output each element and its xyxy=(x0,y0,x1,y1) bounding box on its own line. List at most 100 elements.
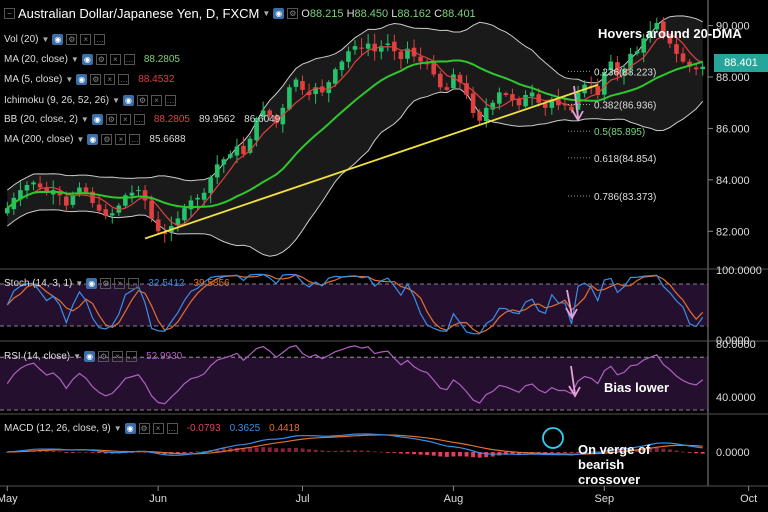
close-icon[interactable]: × xyxy=(109,54,121,65)
close-icon[interactable]: × xyxy=(150,95,162,106)
annotation-bias: Bias lower xyxy=(604,380,670,395)
macd-histogram-bar xyxy=(444,452,449,457)
settings-icon[interactable]: ⚙ xyxy=(101,134,113,145)
macd-histogram-bar xyxy=(339,450,344,452)
candle-body xyxy=(221,159,227,165)
more-icon[interactable]: … xyxy=(128,278,140,289)
chevron-down-icon[interactable]: ▼ xyxy=(113,424,122,433)
eye-icon[interactable]: ◉ xyxy=(81,54,93,65)
fib-label: 0.786(83.373) xyxy=(594,192,656,203)
eye-icon[interactable]: ◉ xyxy=(273,8,285,19)
macd-histogram-bar xyxy=(261,447,266,452)
macd-histogram-bar xyxy=(431,452,436,456)
close-icon[interactable]: × xyxy=(119,114,131,125)
macd-histogram-bar xyxy=(129,452,134,453)
macd-histogram-bar xyxy=(648,448,653,452)
close-icon[interactable]: × xyxy=(152,423,164,434)
chevron-down-icon[interactable]: ▼ xyxy=(112,96,120,105)
settings-icon[interactable]: ⚙ xyxy=(138,423,150,434)
more-icon[interactable]: … xyxy=(129,134,141,145)
close-icon[interactable]: × xyxy=(114,278,126,289)
candle-body xyxy=(313,87,318,95)
settings-icon[interactable]: ⚙ xyxy=(105,114,117,125)
macd-histogram-bar xyxy=(202,450,207,452)
macd-histogram-bar xyxy=(241,448,246,452)
settings-icon[interactable]: ⚙ xyxy=(95,54,107,65)
eye-icon[interactable]: ◉ xyxy=(86,278,98,289)
eye-icon[interactable]: ◉ xyxy=(76,74,88,85)
candle-body xyxy=(549,100,555,108)
arrow-down-icon xyxy=(565,289,578,320)
candle-body xyxy=(569,106,574,111)
macd-histogram-bar xyxy=(267,447,272,452)
eye-icon[interactable]: ◉ xyxy=(91,114,103,125)
candle-body xyxy=(628,53,633,69)
chevron-down-icon[interactable]: ▼ xyxy=(65,75,74,84)
chevron-down-icon[interactable]: ▼ xyxy=(262,9,271,18)
indicator-value: 85.6688 xyxy=(149,134,186,145)
close-icon[interactable]: × xyxy=(104,74,116,85)
more-icon[interactable]: … xyxy=(166,423,178,434)
eye-icon[interactable]: ◉ xyxy=(84,351,96,362)
settings-icon[interactable]: ⚙ xyxy=(287,8,299,19)
macd-histogram-bar xyxy=(543,452,548,454)
chevron-down-icon[interactable]: ▼ xyxy=(80,115,89,124)
macd-histogram-bar xyxy=(57,451,62,453)
candle-body xyxy=(241,145,246,155)
macd-histogram-bar xyxy=(103,452,108,454)
more-icon[interactable]: … xyxy=(126,351,138,362)
chevron-down-icon[interactable]: ▼ xyxy=(73,352,82,361)
macd-histogram-bar xyxy=(97,452,102,453)
macd-histogram-bar xyxy=(576,452,581,453)
more-icon[interactable]: … xyxy=(133,114,145,125)
annotation-macd: On verge of bearish crossover xyxy=(578,442,651,487)
candle-body xyxy=(457,74,463,83)
candle-body xyxy=(333,69,338,84)
chevron-down-icon[interactable]: ▼ xyxy=(70,55,79,64)
eye-icon[interactable]: ◉ xyxy=(122,95,134,106)
candle-body xyxy=(503,93,509,95)
candle-body xyxy=(372,43,377,52)
macd-histogram-bar xyxy=(280,448,285,452)
macd-histogram-bar xyxy=(700,452,705,454)
eye-icon[interactable]: ◉ xyxy=(87,134,99,145)
candle-body xyxy=(182,208,187,221)
eye-icon[interactable]: ◉ xyxy=(124,423,136,434)
more-icon[interactable]: … xyxy=(118,74,130,85)
ohlc-values: O88.215 H88.450 L88.162 C88.401 xyxy=(301,7,476,20)
macd-label: MACD (12, 26, close, 9) xyxy=(4,423,111,434)
more-icon[interactable]: … xyxy=(123,54,135,65)
macd-histogram-bar xyxy=(405,452,410,454)
macd-histogram-bar xyxy=(458,452,462,457)
rsi-band xyxy=(0,357,708,410)
settings-icon[interactable]: ⚙ xyxy=(136,95,148,106)
close-icon[interactable]: × xyxy=(115,134,127,145)
chevron-down-icon[interactable]: ▼ xyxy=(41,35,50,44)
annotation-hover: Hovers around 20-DMA xyxy=(598,26,742,41)
macd-histogram-bar xyxy=(293,447,298,452)
settings-icon[interactable]: ⚙ xyxy=(90,74,102,85)
close-icon[interactable]: × xyxy=(112,351,124,362)
settings-icon[interactable]: ⚙ xyxy=(100,278,112,289)
candle-body xyxy=(306,91,312,95)
candle-body xyxy=(398,51,404,59)
close-icon[interactable]: × xyxy=(80,34,92,45)
macd-histogram-bar xyxy=(608,449,613,452)
settings-icon[interactable]: ⚙ xyxy=(66,34,78,45)
candle-body xyxy=(654,23,660,30)
more-icon[interactable]: … xyxy=(164,95,176,106)
settings-icon[interactable]: ⚙ xyxy=(98,351,110,362)
macd-histogram-bar xyxy=(313,449,318,452)
macd-histogram-bar xyxy=(667,449,672,452)
collapse-icon[interactable]: − xyxy=(4,8,15,19)
more-icon[interactable]: … xyxy=(94,34,106,45)
eye-icon[interactable]: ◉ xyxy=(52,34,64,45)
indicator-row: Ichimoku (9, 26, 52, 26) ▼ ◉ ⚙ ×… xyxy=(4,95,176,106)
macd-histogram-bar xyxy=(641,448,646,452)
chevron-down-icon[interactable]: ▼ xyxy=(76,135,85,144)
chevron-down-icon[interactable]: ▼ xyxy=(75,279,84,288)
macd-histogram-bar xyxy=(346,450,351,452)
candle-body xyxy=(352,46,358,50)
macd-histogram-bar xyxy=(681,451,686,453)
